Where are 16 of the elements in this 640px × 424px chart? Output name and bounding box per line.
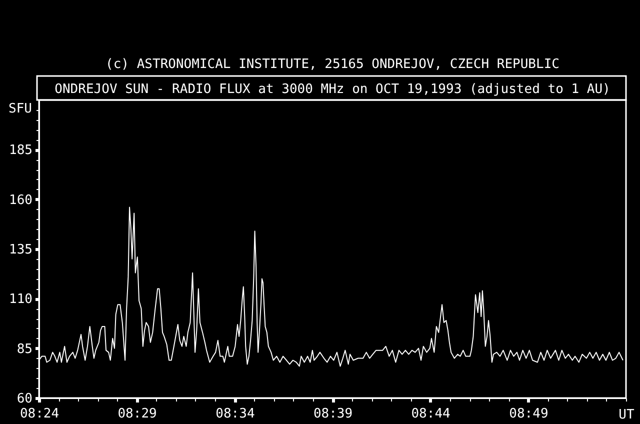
chart-title: ONDREJOV SUN - RADIO FLUX at 3000 MHz on OCT 19,1993 (adjusted to 1 AU) [54,82,610,97]
x-tick-label: 08:34 [216,406,255,422]
x-tick-label: 08:24 [20,406,60,422]
y-tick-label: 60 [16,392,32,406]
y-tick-label: 85 [16,342,32,357]
y-tick-label: 185 [9,143,32,158]
text: (c) ASTRONOMICAL INSTITUTE, 25165 ONDREJOV, CZECH REPUBLIC [106,57,560,72]
x-tick-label: 08:44 [411,406,451,422]
y-tick-label: 135 [9,242,32,258]
x-tick-label: 08:29 [118,406,157,422]
x-tick-label: 08:49 [509,406,548,422]
x-tick-label: 08:39 [313,406,353,422]
y-tick-label: 110 [9,292,32,308]
x-axis-title: UT [618,408,634,422]
y-axis-title: SFU [8,102,32,116]
y-tick-label: 160 [9,192,32,208]
